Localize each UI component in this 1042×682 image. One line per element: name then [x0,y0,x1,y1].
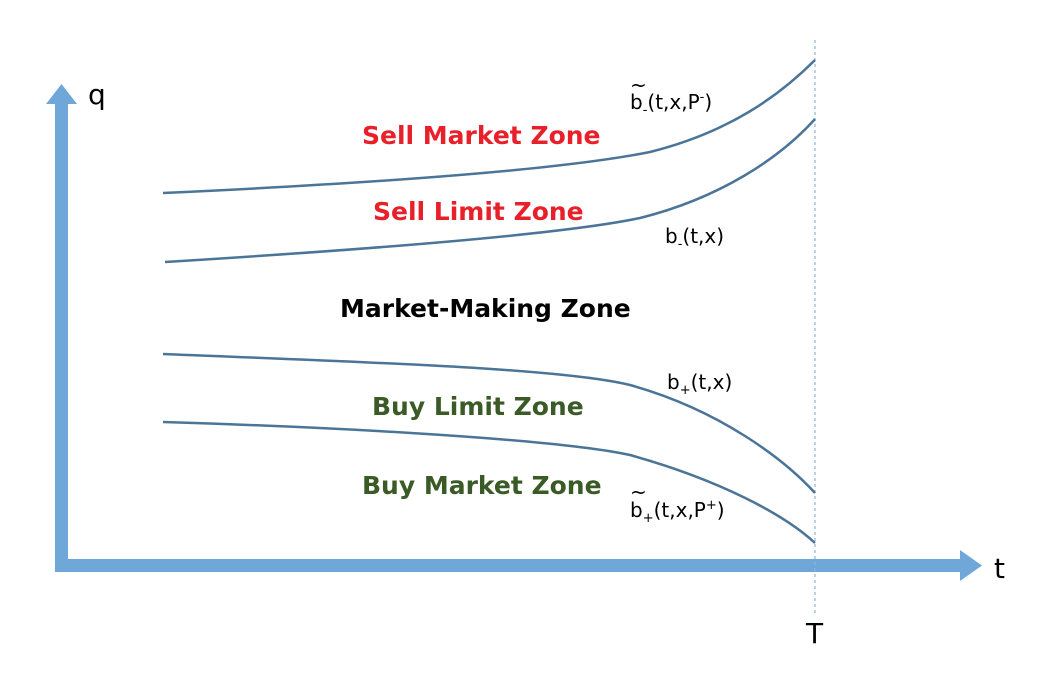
label-base: b [630,90,643,114]
zone-buy-market: Buy Market Zone [362,471,602,500]
curve-label-text: b-(t,x,P-) [630,90,712,118]
label-base: b [667,370,680,394]
label-args-start: (t,x,P [654,498,706,522]
zone-sell-market: Sell Market Zone [362,121,601,150]
curve-label-text: b+(t,x) [667,370,732,398]
curve-label-text: b+(t,x,P+) [630,498,725,526]
x-axis-arrowhead [960,550,982,581]
curve-b-plus-tilde [162,420,816,544]
y-axis [55,102,68,572]
zone-sell-limit: Sell Limit Zone [373,197,584,226]
label-superscript: + [706,498,717,513]
tilde-mark: ~ [630,480,647,504]
tilde-mark: ~ [630,73,647,97]
label-subscript: - [643,103,648,118]
zone-market-making: Market-Making Zone [340,294,631,323]
label-b-plus: b+(t,x) [667,370,732,398]
curve-label-text: b-(t,x) [665,224,724,252]
axes [46,84,982,581]
x-axis [55,559,960,572]
boundary-curves [162,59,816,544]
zone-buy-limit: Buy Limit Zone [372,392,584,421]
label-args: (t,x) [691,370,733,394]
curve-b-plus [162,352,816,494]
y-axis-label: q [88,78,106,111]
label-subscript: + [680,383,691,398]
curve-b-minus [164,118,816,264]
label-b-minus: b-(t,x) [665,224,724,252]
label-base: b [630,498,643,522]
label-args-end: ) [717,498,725,522]
label-base: b [665,224,678,248]
x-axis-label: t [994,552,1005,585]
label-subscript: - [678,237,683,252]
label-args: (t,x) [682,224,724,248]
label-args-start: (t,x,P [647,90,699,114]
label-args-end: ) [704,90,712,114]
curve-b-minus-tilde [162,59,816,195]
y-axis-arrowhead [46,84,77,104]
label-b-plus-tilde: ~ b+(t,x,P+) [630,480,725,526]
label-subscript: + [643,511,654,526]
label-superscript: - [700,90,705,105]
terminal-time-label: T [805,617,824,650]
label-b-minus-tilde: ~ b-(t,x,P-) [630,73,712,118]
